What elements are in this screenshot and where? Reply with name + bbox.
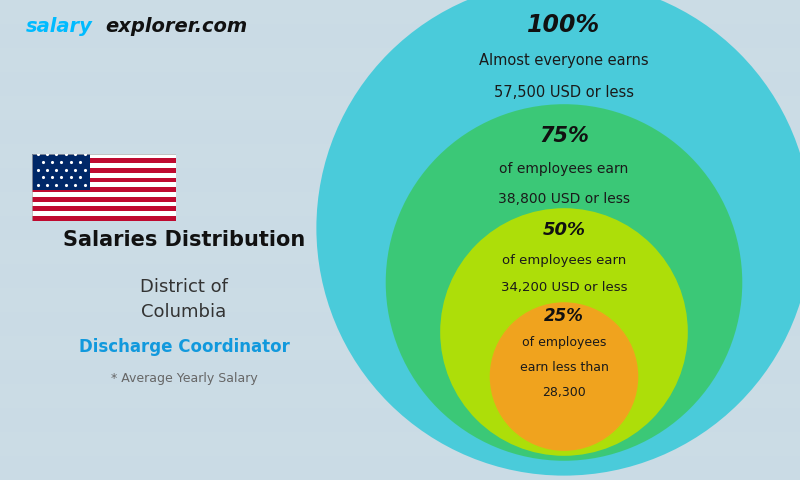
Text: Salaries Distribution: Salaries Distribution bbox=[63, 230, 305, 251]
Bar bbox=[0, 120, 800, 144]
Bar bbox=[0, 216, 800, 240]
Text: 25%: 25% bbox=[544, 307, 584, 324]
Circle shape bbox=[316, 0, 800, 476]
Text: of employees earn: of employees earn bbox=[499, 162, 629, 176]
Bar bbox=[0, 48, 800, 72]
Text: District of
Columbia: District of Columbia bbox=[140, 278, 228, 322]
Bar bbox=[32, 216, 176, 221]
Text: Discharge Coordinator: Discharge Coordinator bbox=[78, 338, 290, 356]
Bar bbox=[32, 202, 176, 206]
Bar bbox=[0, 72, 800, 96]
Bar bbox=[32, 197, 176, 202]
Text: earn less than: earn less than bbox=[519, 361, 609, 374]
Bar bbox=[0, 312, 800, 336]
Text: salary: salary bbox=[26, 17, 93, 36]
Circle shape bbox=[386, 104, 742, 461]
Bar bbox=[0, 288, 800, 312]
Bar bbox=[32, 187, 176, 192]
Bar bbox=[32, 192, 176, 197]
Text: 38,800 USD or less: 38,800 USD or less bbox=[498, 192, 630, 206]
Bar bbox=[0, 336, 800, 360]
Text: * Average Yearly Salary: * Average Yearly Salary bbox=[110, 372, 258, 385]
Bar bbox=[32, 211, 176, 216]
Text: explorer.com: explorer.com bbox=[105, 17, 247, 36]
Bar bbox=[0, 0, 800, 24]
Bar bbox=[32, 178, 176, 182]
Bar bbox=[0, 144, 800, 168]
Text: Almost everyone earns: Almost everyone earns bbox=[479, 53, 649, 68]
Circle shape bbox=[490, 302, 638, 451]
Bar bbox=[32, 158, 176, 163]
Text: 75%: 75% bbox=[539, 126, 589, 146]
Bar bbox=[0, 360, 800, 384]
Text: 28,300: 28,300 bbox=[542, 386, 586, 399]
Text: of employees: of employees bbox=[522, 336, 606, 349]
Bar bbox=[0, 456, 800, 480]
Bar bbox=[0, 192, 800, 216]
Bar bbox=[0, 432, 800, 456]
Bar bbox=[0, 408, 800, 432]
Bar bbox=[0, 240, 800, 264]
Bar bbox=[32, 154, 176, 158]
Bar bbox=[32, 173, 176, 178]
Text: 57,500 USD or less: 57,500 USD or less bbox=[494, 85, 634, 100]
Bar bbox=[0, 264, 800, 288]
Bar bbox=[0, 168, 800, 192]
Text: 100%: 100% bbox=[527, 13, 601, 37]
Bar bbox=[0, 384, 800, 408]
Text: 34,200 USD or less: 34,200 USD or less bbox=[501, 281, 627, 294]
Bar bbox=[32, 206, 176, 211]
Text: of employees earn: of employees earn bbox=[502, 254, 626, 267]
Bar bbox=[0, 96, 800, 120]
Bar bbox=[32, 163, 176, 168]
Bar bbox=[32, 168, 176, 173]
Bar bbox=[0, 24, 800, 48]
Bar bbox=[32, 182, 176, 187]
Bar bbox=[32, 154, 90, 190]
Text: 50%: 50% bbox=[542, 221, 586, 240]
Circle shape bbox=[440, 208, 688, 456]
